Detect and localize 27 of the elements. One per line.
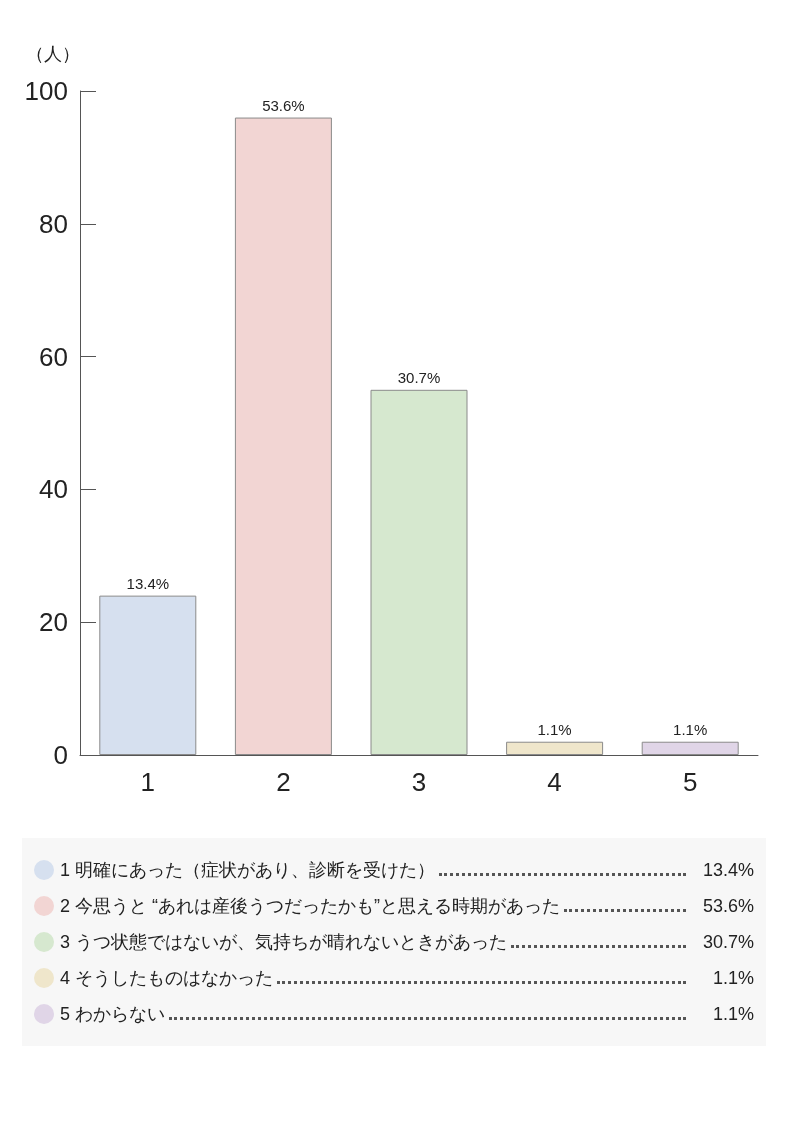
legend-label: 2 今思うと “あれは産後うつだったかも”と思える時期があった — [60, 895, 561, 918]
annotation: 1.1% — [673, 720, 708, 738]
annotation: 30.7% — [397, 368, 441, 386]
text: 53.6% — [702, 896, 754, 916]
legend-label: 4 そうしたものはなかった — [60, 967, 274, 990]
x-tick-label: 2 — [276, 767, 291, 797]
y-tick-label: 60 — [39, 341, 68, 372]
x-tick-label: 5 — [682, 767, 698, 797]
text: 30.7% — [702, 932, 754, 952]
x-tick-label: 1 — [140, 767, 156, 797]
text: 1.1% — [712, 968, 754, 988]
x-tick-label: 3 — [411, 767, 427, 797]
y-tick-label: 20 — [39, 607, 68, 638]
legend-label: 1 明確にあった（症状があり、診断を受けた） — [60, 859, 436, 882]
annotation: 13.4% — [126, 574, 170, 592]
y-tick-label: 0 — [53, 740, 68, 770]
annotation: 1.1% — [537, 720, 572, 738]
y-axis-title: （人） — [26, 44, 80, 64]
text: 13.4% — [702, 860, 754, 880]
legend-label: 5 わからない — [60, 1003, 166, 1026]
y-tick-label: 40 — [39, 474, 68, 505]
text: 1.1% — [712, 1004, 754, 1024]
x-tick-label: 4 — [547, 767, 562, 797]
annotation: 53.6% — [262, 96, 305, 114]
y-tick-label: 100 — [24, 76, 68, 106]
legend-label: 3 うつ状態ではないが、気持ちが晴れないときがあった — [60, 931, 508, 954]
y-tick-label: 80 — [39, 208, 68, 239]
